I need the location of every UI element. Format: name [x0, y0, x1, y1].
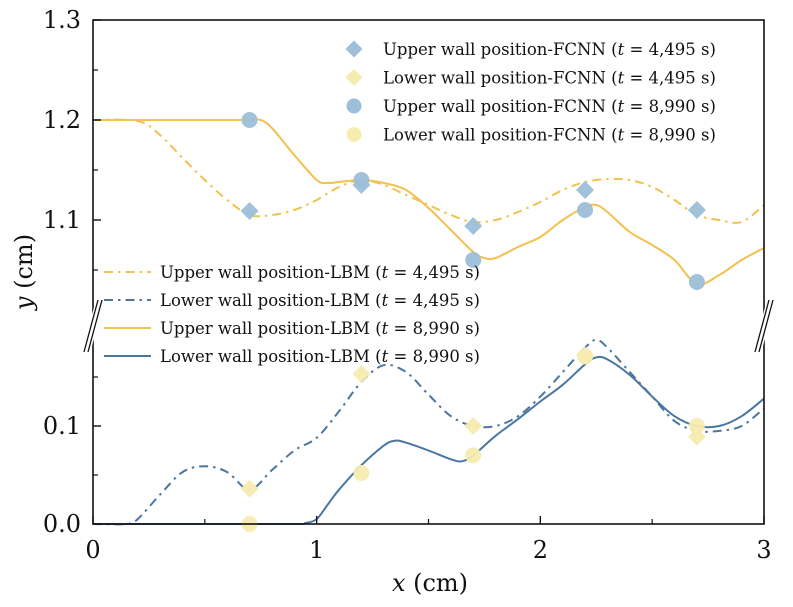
marker-circle-7-4 [688, 418, 705, 434]
marker-diamond-6-0 [240, 479, 259, 498]
marker-circle-5-1 [353, 172, 370, 188]
legend-lbm-label-1: Lower wall position-LBM (t = 4,495 s) [160, 291, 480, 310]
legend-label-text: Upper wall position-FCNN ( [383, 40, 618, 59]
legend-fcnn-label-2: Upper wall position-FCNN (t = 8,990 s) [383, 97, 716, 116]
legend-label-text: Lower wall position-LBM ( [160, 291, 382, 310]
legend-label-t-var: t [618, 40, 625, 59]
legend-lbm-label-2: Upper wall position-LBM (t = 8,990 s) [160, 319, 480, 338]
axis-break-slash-b-left [87, 299, 103, 353]
legend-label-t-var: t [618, 97, 625, 116]
marker-diamond-4-0 [240, 202, 259, 220]
x-axis-var: x [392, 569, 406, 597]
marker-diamond-4-4 [687, 201, 706, 219]
line-series-2 [93, 338, 764, 526]
legend-label-text: Upper wall position-LBM ( [160, 319, 382, 338]
y-axis-unit: (cm) [10, 234, 38, 297]
legend-label-t-var: t [382, 263, 389, 282]
legend-label-t-value: = 4,495 s) [388, 291, 480, 310]
marker-circle-7-2 [465, 447, 482, 464]
line-series-0 [93, 118, 764, 224]
x-axis-unit: (cm) [405, 569, 468, 597]
legend-label-t-value: = 4,495 s) [624, 69, 716, 88]
marker-circle-5-3 [577, 202, 594, 218]
tick-layer: 0 1 2 3 1.1 1.2 1.3 0.0 0.1 [43, 6, 772, 564]
legend-label-t-var: t [618, 69, 625, 88]
legend-fcnn-label-3: Lower wall position-FCNN (t = 8,990 s) [383, 126, 716, 145]
legend-layer: Upper wall position-FCNN (t = 4,495 s)Lo… [104, 40, 716, 366]
marker-diamond-4-3 [576, 181, 595, 199]
axis-break-slash-a-left [83, 299, 99, 353]
marker-circle-7-1 [353, 465, 370, 482]
marker-diamond-6-1 [352, 365, 371, 384]
upper-y-tick-label-0: 1.1 [43, 206, 81, 234]
legend-fcnn-marker-1 [345, 69, 363, 86]
marker-diamond-4-2 [464, 217, 483, 235]
x-tick-label-0: 0 [85, 536, 100, 564]
upper-y-tick-label-1: 1.2 [43, 106, 81, 134]
legend-label-text: Upper wall position-FCNN ( [383, 97, 618, 116]
marker-layer [240, 112, 706, 532]
legend-label-t-var: t [618, 126, 625, 145]
lower-y-tick-label-1: 0.1 [43, 412, 81, 440]
line-series-1 [93, 118, 764, 286]
upper-y-tick-label-2: 1.3 [43, 6, 81, 34]
legend-label-t-var: t [382, 347, 389, 366]
legend-label-text: Lower wall position-FCNN ( [383, 69, 618, 88]
legend-label-text: Upper wall position-LBM ( [160, 263, 382, 282]
legend-label-t-value: = 8,990 s) [388, 347, 480, 366]
legend-label-text: Lower wall position-LBM ( [160, 347, 382, 366]
y-axis-title: y (cm) [10, 234, 38, 311]
legend-label-t-value: = 8,990 s) [388, 319, 480, 338]
x-tick-label-3: 3 [756, 536, 771, 564]
legend-label-t-var: t [382, 319, 389, 338]
marker-circle-7-3 [577, 348, 594, 365]
y-axis-var: y [10, 296, 38, 311]
legend-fcnn-marker-3 [346, 127, 362, 142]
line-series-3 [93, 355, 764, 526]
legend-label-t-value: = 8,990 s) [624, 97, 716, 116]
x-tick-label-2: 2 [533, 536, 548, 564]
legend-fcnn-marker-0 [345, 40, 363, 58]
legend-label-t-value: = 8,990 s) [624, 126, 716, 145]
legend-label-t-value: = 4,495 s) [624, 40, 716, 59]
marker-diamond-6-2 [464, 417, 483, 435]
legend-fcnn-marker-2 [346, 98, 362, 114]
legend-fcnn-label-0: Upper wall position-FCNN (t = 4,495 s) [383, 40, 716, 59]
marker-circle-5-0 [241, 112, 258, 128]
x-axis-title: x (cm) [392, 569, 468, 597]
lower-y-tick-label-0: 0.0 [43, 510, 81, 538]
legend-label-t-value: = 4,495 s) [388, 263, 480, 282]
legend-label-t-var: t [382, 291, 389, 310]
legend-lbm-label-3: Lower wall position-LBM (t = 8,990 s) [160, 347, 480, 366]
marker-circle-5-2 [465, 252, 482, 268]
axis-break-slash-b-right [758, 299, 774, 353]
x-tick-label-1: 1 [309, 536, 324, 564]
legend-fcnn-label-1: Lower wall position-FCNN (t = 4,495 s) [383, 69, 716, 88]
legend-label-text: Lower wall position-FCNN ( [383, 126, 618, 145]
axis-break-marks [83, 299, 774, 353]
marker-circle-5-4 [688, 274, 705, 290]
axis-break-slash-a-right [754, 299, 770, 353]
legend-lbm-label-0: Upper wall position-LBM (t = 4,495 s) [160, 263, 480, 282]
